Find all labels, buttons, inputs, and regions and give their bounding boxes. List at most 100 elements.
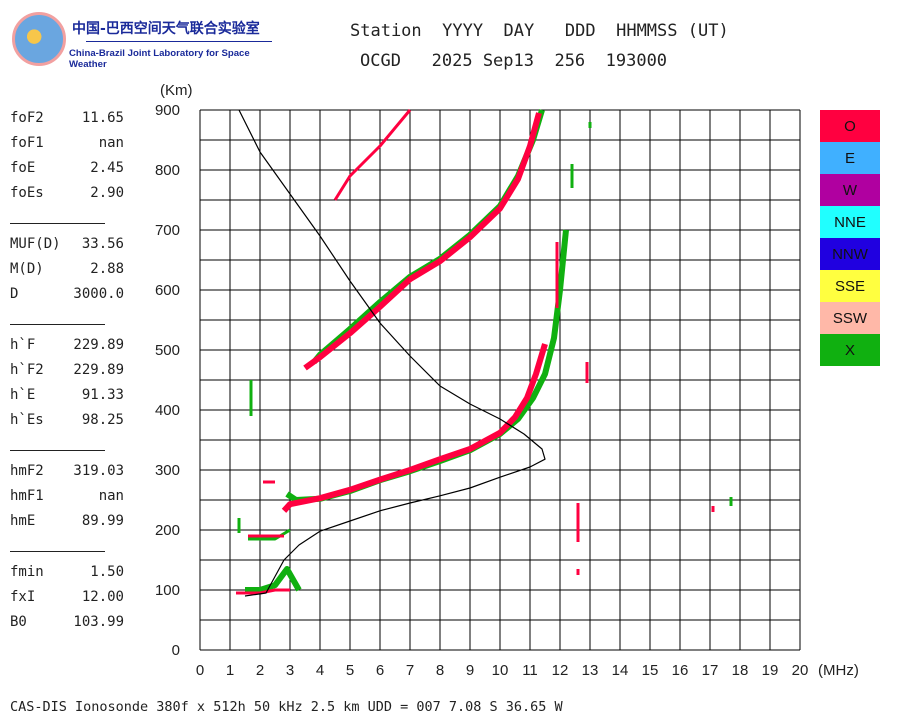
logo-divider bbox=[86, 41, 272, 42]
param-value: 2.88 bbox=[90, 261, 124, 277]
separator bbox=[10, 223, 105, 224]
echo-trace-o bbox=[281, 343, 548, 513]
y-tick-label: 600 bbox=[155, 282, 180, 299]
legend-item-o: O bbox=[820, 110, 880, 142]
legend-item-w: W bbox=[820, 174, 880, 206]
param-key: M(D) bbox=[10, 261, 44, 277]
x-tick-label: 15 bbox=[642, 662, 659, 679]
param-row: D 3000.0 bbox=[10, 286, 124, 311]
x-tick-label: 7 bbox=[406, 662, 414, 679]
param-key: D bbox=[10, 286, 19, 302]
legend-label: O bbox=[844, 117, 856, 135]
param-value: 89.99 bbox=[81, 513, 124, 529]
param-value: 2.45 bbox=[90, 160, 124, 176]
param-value: 2.90 bbox=[90, 185, 124, 201]
param-value: 98.25 bbox=[81, 412, 124, 428]
x-tick-label: 10 bbox=[492, 662, 509, 679]
param-key: B0 bbox=[10, 614, 27, 630]
y-tick-label: 800 bbox=[155, 162, 180, 179]
x-tick-label: 18 bbox=[732, 662, 749, 679]
x-tick-label: 4 bbox=[316, 662, 324, 679]
y-tick-label: 100 bbox=[155, 582, 180, 599]
lab-logo: 中国-巴西空间天气联合实验室 China-Brazil Joint Labora… bbox=[12, 12, 272, 70]
param-key: MUF(D) bbox=[10, 236, 61, 252]
param-key: h`Es bbox=[10, 412, 44, 428]
param-key: hmE bbox=[10, 513, 36, 529]
param-value: 229.89 bbox=[73, 337, 124, 353]
y-tick-label: 0 bbox=[172, 642, 180, 659]
globe-logo-icon bbox=[12, 12, 66, 66]
param-row: h`Es 98.25 bbox=[10, 412, 124, 437]
param-value: nan bbox=[98, 135, 124, 151]
param-row: foF2 11.65 bbox=[10, 110, 124, 135]
param-row: fxI 12.00 bbox=[10, 589, 124, 614]
x-tick-label: 5 bbox=[346, 662, 354, 679]
x-tick-label: 9 bbox=[466, 662, 474, 679]
param-row: foEs 2.90 bbox=[10, 185, 124, 210]
separator bbox=[10, 551, 105, 552]
param-value: 1.50 bbox=[90, 564, 124, 580]
separator bbox=[10, 324, 105, 325]
x-tick-label: 16 bbox=[672, 662, 689, 679]
x-tick-label: 8 bbox=[436, 662, 444, 679]
param-row: hmF1 nan bbox=[10, 488, 124, 513]
param-value: 319.03 bbox=[73, 463, 124, 479]
series-profile bbox=[238, 109, 546, 597]
legend-label: NNE bbox=[834, 213, 866, 231]
legend-label: X bbox=[844, 341, 855, 359]
x-tick-label: 11 bbox=[522, 662, 538, 679]
echo-trace-o bbox=[303, 112, 542, 371]
param-row: MUF(D) 33.56 bbox=[10, 236, 124, 261]
y-tick-label: 300 bbox=[155, 462, 180, 479]
param-row: h`E 91.33 bbox=[10, 387, 124, 412]
param-key: h`F bbox=[10, 337, 36, 353]
logo-chinese-title: 中国-巴西空间天气联合实验室 bbox=[72, 21, 260, 37]
param-row: B0 103.99 bbox=[10, 614, 124, 639]
x-tick-label: 3 bbox=[286, 662, 294, 679]
param-key: foE bbox=[10, 160, 36, 176]
x-tick-label: 2 bbox=[256, 662, 264, 679]
legend-item-nnw: NNW bbox=[820, 238, 880, 270]
param-row: foE 2.45 bbox=[10, 160, 124, 185]
param-key: hmF2 bbox=[10, 463, 44, 479]
echo-trace-x bbox=[248, 528, 291, 541]
param-value: 11.65 bbox=[81, 110, 124, 126]
param-row: M(D) 2.88 bbox=[10, 261, 124, 286]
separator bbox=[10, 450, 105, 451]
param-value: 12.00 bbox=[81, 589, 124, 605]
legend-label: SSW bbox=[832, 309, 868, 327]
param-value: 103.99 bbox=[73, 614, 124, 630]
param-value: 229.89 bbox=[73, 362, 124, 378]
param-key: foEs bbox=[10, 185, 44, 201]
param-key: fxI bbox=[10, 589, 36, 605]
param-key: hmF1 bbox=[10, 488, 44, 504]
y-tick-label: 400 bbox=[155, 402, 180, 419]
legend-label: SSE bbox=[834, 277, 865, 295]
param-row: hmF2 319.03 bbox=[10, 463, 124, 488]
param-value: 3000.0 bbox=[73, 286, 124, 302]
param-row: h`F2 229.89 bbox=[10, 362, 124, 387]
legend-item-x: X bbox=[820, 334, 880, 366]
y-tick-label: 200 bbox=[155, 522, 180, 539]
header-line-1: Station YYYY DAY DDD HHMMSS (UT) bbox=[350, 21, 729, 41]
param-row: hmE 89.99 bbox=[10, 513, 124, 538]
echo-trace-x bbox=[245, 566, 302, 593]
x-tick-label: 20 bbox=[792, 662, 809, 679]
param-value: 33.56 bbox=[81, 236, 124, 252]
param-value: 91.33 bbox=[81, 387, 124, 403]
legend-item-sse: SSE bbox=[820, 270, 880, 302]
legend-label: NNW bbox=[832, 245, 868, 263]
logo-english-title: China-Brazil Joint Laboratory for Space … bbox=[69, 48, 250, 70]
param-key: foF1 bbox=[10, 135, 44, 151]
param-key: h`F2 bbox=[10, 362, 44, 378]
x-tick-label: 17 bbox=[702, 662, 719, 679]
y-tick-label: 700 bbox=[155, 222, 180, 239]
x-tick-label: 12 bbox=[552, 662, 569, 679]
legend-item-ssw: SSW bbox=[820, 302, 880, 334]
x-tick-label: 19 bbox=[762, 662, 779, 679]
echo-trace-o bbox=[333, 109, 412, 201]
param-key: h`E bbox=[10, 387, 36, 403]
param-row: fmin 1.50 bbox=[10, 564, 124, 589]
series-o bbox=[236, 109, 715, 595]
